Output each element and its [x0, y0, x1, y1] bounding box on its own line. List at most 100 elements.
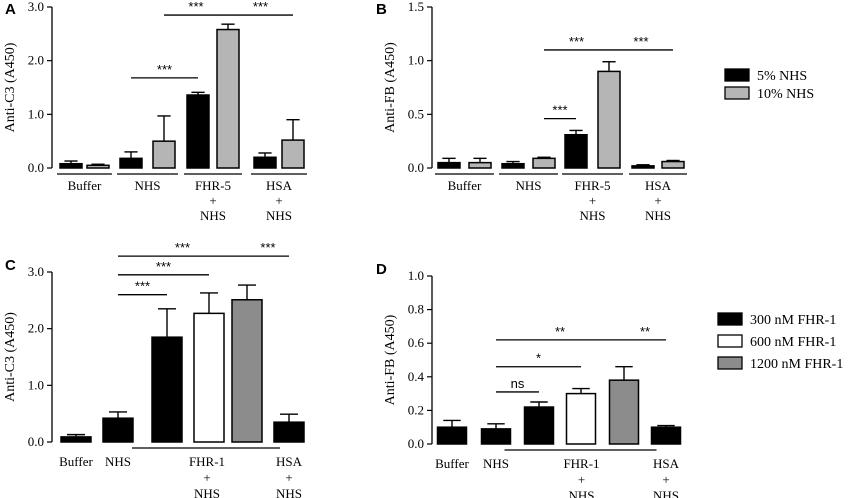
x-group-label: NHS: [645, 208, 671, 223]
y-tick-label: 0.4: [408, 369, 425, 384]
x-group-label: NHS: [200, 208, 226, 223]
legend-label: 300 nM FHR-1: [750, 313, 836, 328]
y-tick-label: 1.5: [408, 0, 424, 14]
legend-top: 5% NHS 10% NHS: [724, 68, 814, 102]
legend-bottom: 300 nM FHR-1 600 nM FHR-1 1200 nM FHR-1: [717, 312, 843, 372]
legend-label: 10% NHS: [757, 87, 814, 102]
bar: [86, 164, 110, 169]
bar: [501, 162, 525, 169]
y-tick-label: 0.0: [408, 436, 424, 451]
significance-label: ***: [253, 0, 268, 14]
x-group-label: NHS: [579, 208, 605, 223]
x-group-label: NHS: [515, 178, 541, 193]
panel-letter: B: [376, 1, 387, 18]
significance-label: ***: [188, 0, 203, 14]
x-bar-label: Buffer: [435, 456, 469, 471]
bar: [193, 312, 225, 443]
x-group-label: FHR-1: [563, 456, 599, 471]
bar: [59, 162, 83, 169]
y-tick-label: 0.0: [28, 160, 44, 175]
bar: [597, 70, 621, 169]
bar: [608, 379, 640, 445]
y-tick-label: 0.5: [408, 106, 424, 121]
y-tick-label: 2.0: [28, 321, 44, 336]
y-axis-label: Anti-C3 (A450): [3, 312, 18, 402]
bar: [281, 139, 305, 169]
y-tick-label: 0.6: [408, 335, 425, 350]
legend-swatch: [717, 334, 743, 348]
y-tick-label: 0.0: [28, 434, 44, 449]
x-group-label: +: [203, 470, 210, 485]
x-group-label: HSA: [645, 178, 672, 193]
panel-letter: C: [5, 257, 16, 274]
bar: [253, 156, 277, 169]
y-tick-label: 3.0: [28, 0, 44, 14]
legend-swatch: [717, 356, 743, 370]
significance-label: ***: [135, 279, 150, 294]
legend-label: 5% NHS: [757, 69, 807, 84]
panel-c: 0.0 1.0 2.0 3.0 Anti-C3 (A450) C Buffer NHS FHR-…: [3, 240, 305, 498]
x-group-label: +: [654, 193, 661, 208]
y-axis-label: Anti-C3 (A450): [3, 42, 18, 132]
x-bar-label: NHS: [105, 454, 131, 469]
bar: [565, 392, 597, 445]
y-tick-label: 3.0: [28, 264, 44, 279]
legend-swatch: [724, 86, 750, 100]
x-group-label: +: [578, 472, 585, 487]
significance-label: ***: [260, 240, 275, 255]
y-tick-label: 0.8: [408, 302, 424, 317]
y-tick-label: 1.0: [28, 106, 44, 121]
bar: [631, 165, 655, 169]
x-group-label: HSA: [266, 178, 293, 193]
x-group-label: FHR-1: [189, 454, 225, 469]
bar: [523, 406, 555, 445]
panel-letter: D: [376, 261, 387, 278]
bar: [661, 160, 685, 169]
bar: [60, 436, 92, 443]
bar: [119, 157, 143, 169]
significance-label: ns: [511, 376, 525, 391]
x-group-label: FHR-5: [574, 178, 610, 193]
significance-label: *: [536, 351, 541, 366]
bar: [151, 336, 183, 443]
x-group-label: +: [662, 472, 669, 487]
bar: [231, 299, 263, 443]
x-group-label: NHS: [194, 486, 220, 498]
significance-label: ***: [156, 259, 171, 274]
x-group-label: NHS: [276, 486, 302, 498]
panel-b: 0.0 0.5 1.0 1.5 Anti-FB (A450) B Buffer NHS FHR-…: [376, 0, 687, 223]
bar: [468, 161, 492, 169]
legend-swatch: [724, 68, 750, 82]
x-group-label: +: [209, 193, 216, 208]
legend-swatch: [717, 312, 743, 326]
panel-a: 0.0 1.0 2.0 3.0 Anti-C3 (A450) A Buffer NHS FHR-…: [3, 0, 307, 223]
significance-label: **: [640, 324, 650, 339]
x-group-label: HSA: [276, 454, 303, 469]
y-tick-label: 0.0: [408, 160, 424, 175]
y-tick-label: 1.0: [28, 377, 44, 392]
y-tick-label: 0.2: [408, 402, 424, 417]
bar: [650, 426, 682, 445]
significance-label: **: [555, 324, 565, 339]
x-group-label: +: [285, 470, 292, 485]
x-group-label: +: [589, 193, 596, 208]
significance-label: ***: [569, 34, 584, 49]
x-group-label: Buffer: [68, 178, 102, 193]
significance-label: ***: [633, 34, 648, 49]
bar: [436, 426, 468, 445]
x-group-label: NHS: [134, 178, 160, 193]
x-group-label: NHS: [266, 208, 292, 223]
y-tick-label: 1.0: [408, 268, 424, 283]
panel-d: 0.0 0.2 0.4 0.6 0.8 1.0 Anti-FB (A450) D Buffer N…: [376, 261, 682, 498]
x-group-label: FHR-5: [195, 178, 231, 193]
y-tick-label: 1.0: [408, 53, 424, 68]
bar: [152, 140, 176, 169]
legend-label: 1200 nM FHR-1: [750, 357, 843, 372]
bar: [273, 421, 305, 443]
panel-letter: A: [5, 1, 16, 18]
significance-label: ***: [157, 62, 172, 77]
significance-label: ***: [175, 240, 190, 255]
x-group-label: NHS: [568, 488, 594, 498]
legend-label: 600 nM FHR-1: [750, 335, 836, 350]
